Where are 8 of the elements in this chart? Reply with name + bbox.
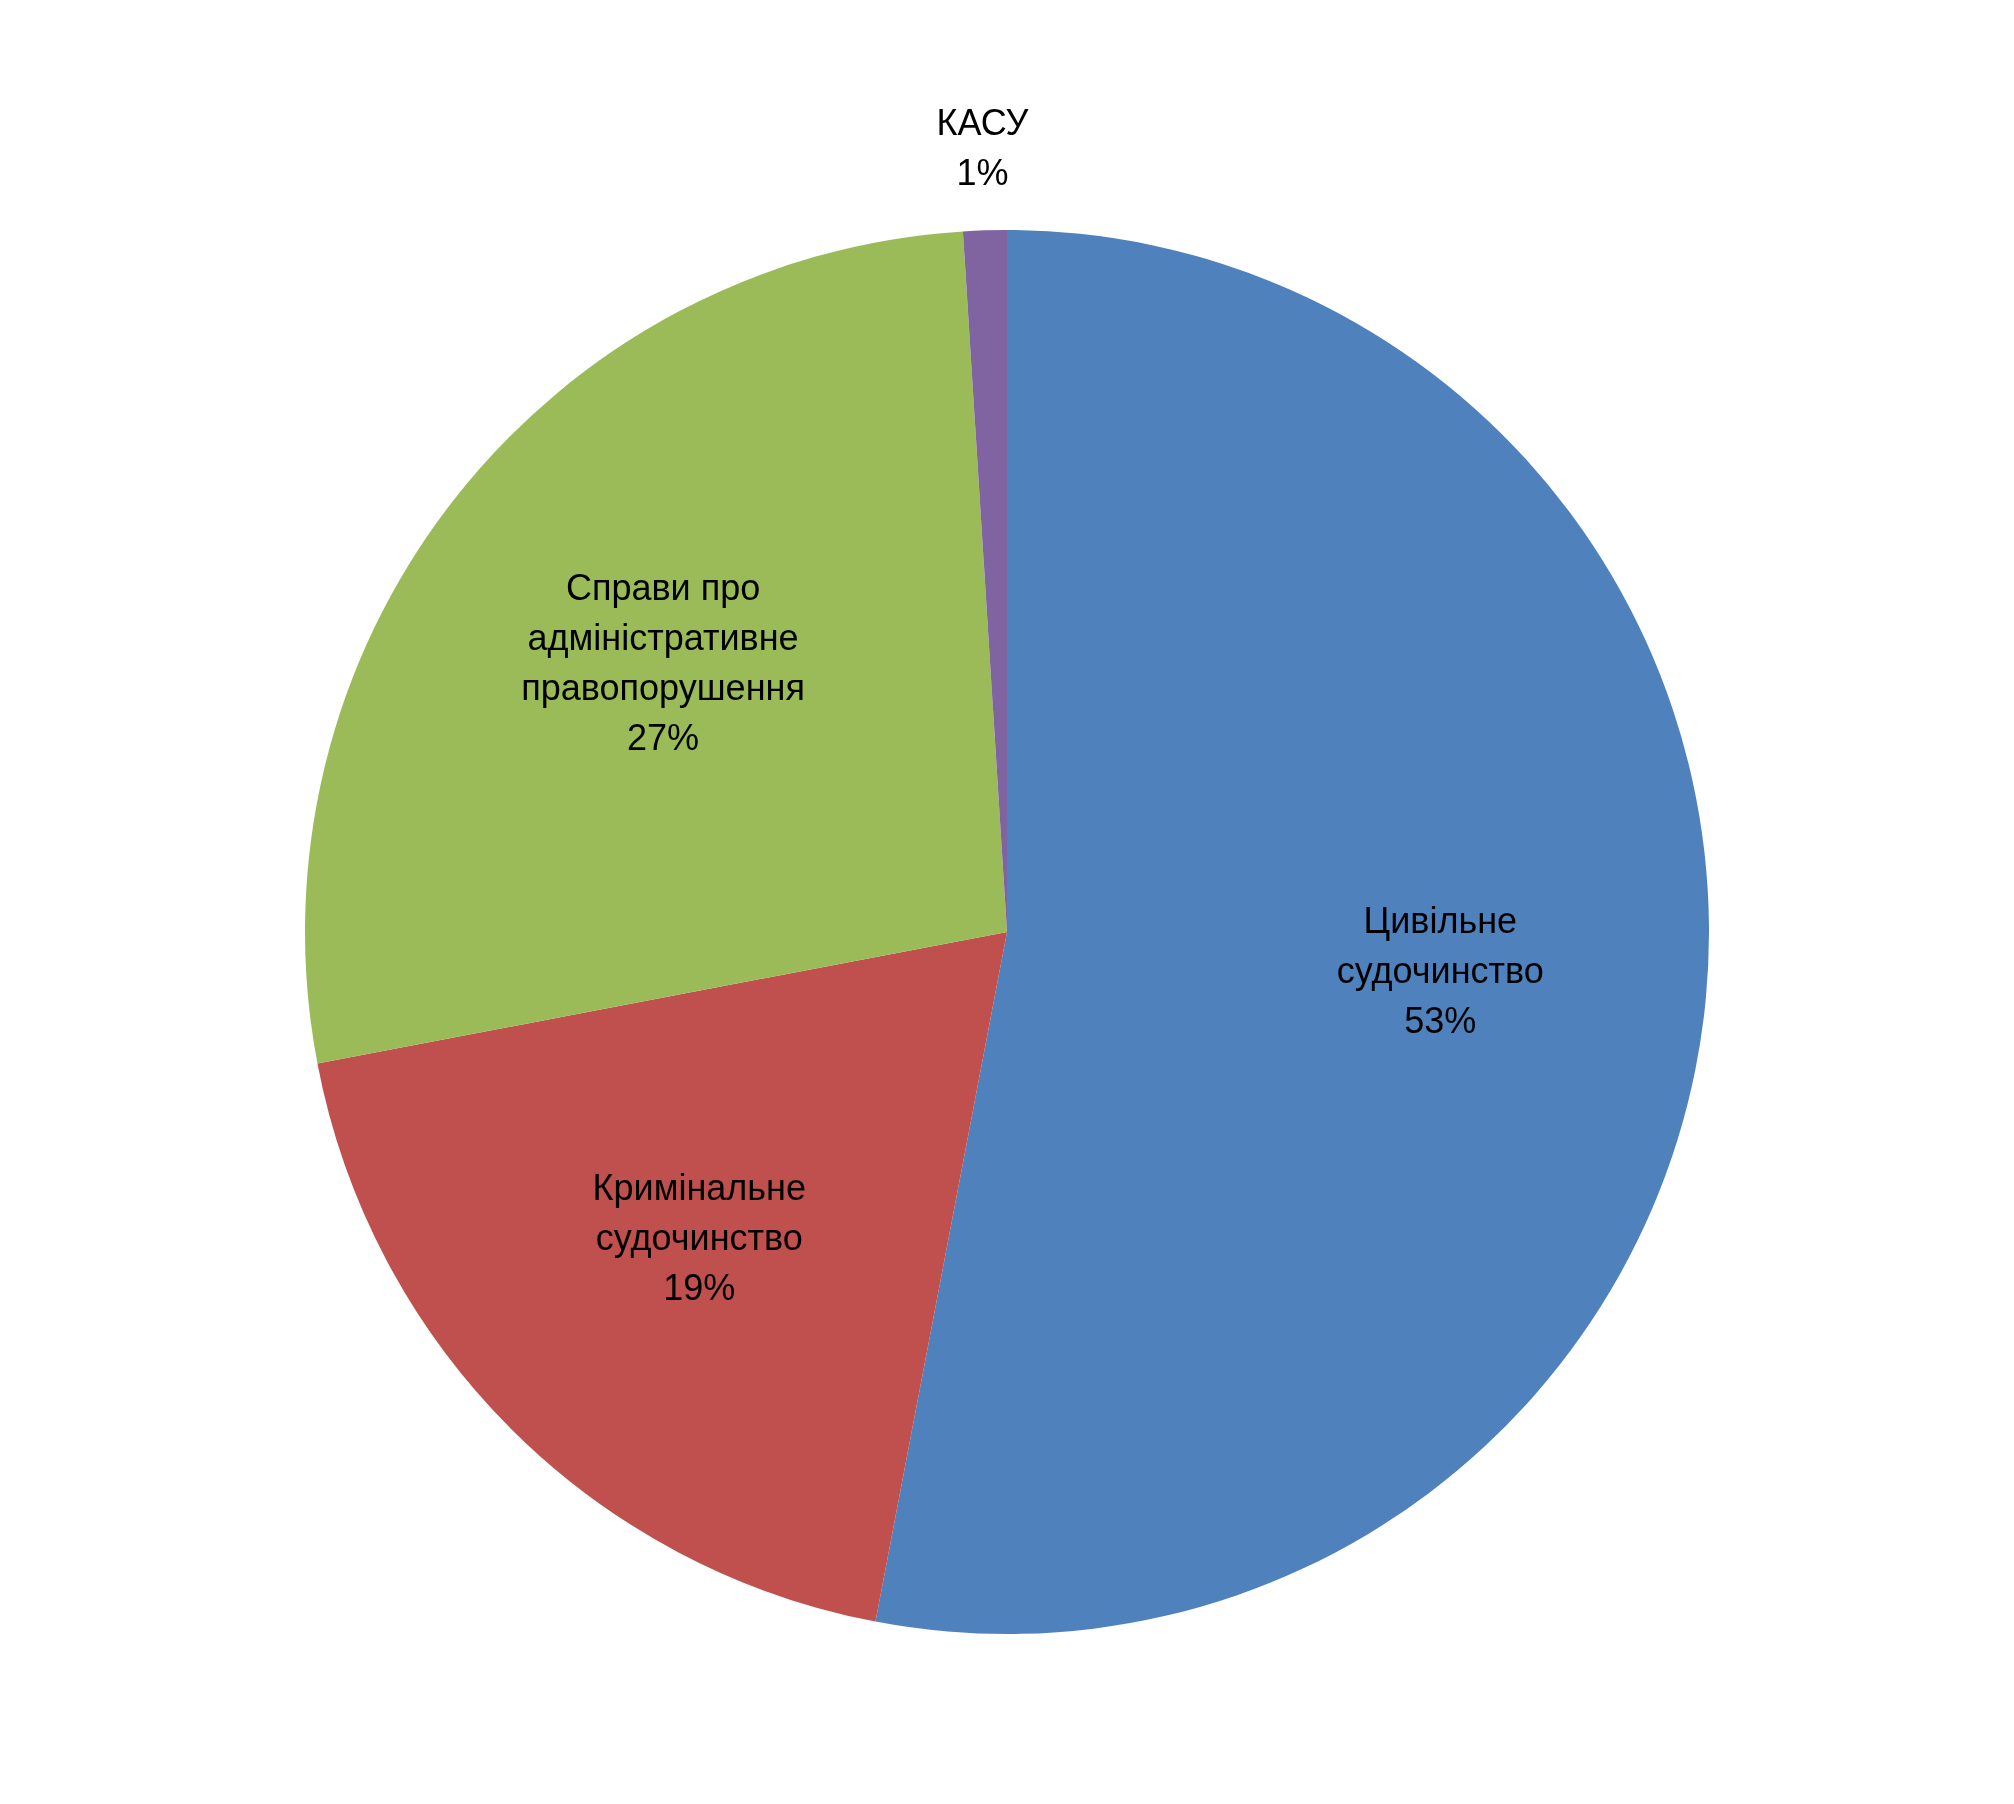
data-label: 53% <box>1404 999 1477 1041</box>
data-label: 1% <box>956 152 1009 194</box>
slice-label: Справи про адміністративне правопорушення <box>521 567 805 709</box>
slice-label: Цивільне судочинство <box>1336 899 1544 991</box>
slice-label: КАСУ <box>936 102 1030 144</box>
data-label: 19% <box>663 1266 736 1308</box>
data-label: 27% <box>627 717 700 759</box>
slice-label: Кримінальне судочинство <box>592 1166 806 1258</box>
